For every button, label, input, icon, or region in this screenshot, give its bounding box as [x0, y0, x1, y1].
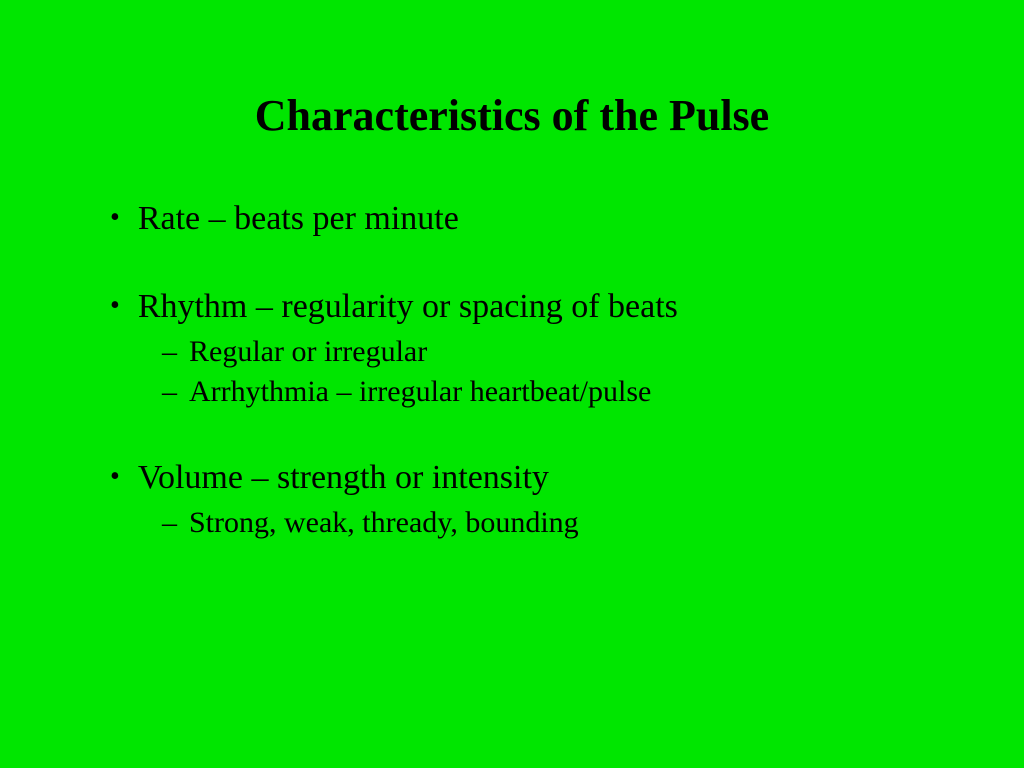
sub-marker-icon: –	[162, 503, 177, 544]
sub-item: – Arrhythmia – irregular heartbeat/pulse	[162, 372, 944, 413]
section-gap	[110, 413, 944, 455]
sub-text: Arrhythmia – irregular heartbeat/pulse	[189, 372, 651, 413]
sub-item: – Regular or irregular	[162, 332, 944, 373]
slide-title: Characteristics of the Pulse	[80, 90, 944, 141]
sub-marker-icon: –	[162, 372, 177, 413]
bullet-text: Volume – strength or intensity	[138, 455, 549, 501]
sub-marker-icon: –	[162, 332, 177, 373]
sub-text: Strong, weak, thready, bounding	[189, 503, 579, 544]
sub-text: Regular or irregular	[189, 332, 427, 373]
bullet-item: • Rate – beats per minute	[110, 196, 944, 242]
slide: Characteristics of the Pulse • Rate – be…	[0, 0, 1024, 768]
bullet-text: Rhythm – regularity or spacing of beats	[138, 284, 678, 330]
slide-content: • Rate – beats per minute • Rhythm – reg…	[80, 196, 944, 543]
sub-list: – Strong, weak, thready, bounding	[110, 503, 944, 544]
bullet-marker-icon: •	[110, 455, 120, 498]
bullet-item: • Rhythm – regularity or spacing of beat…	[110, 284, 944, 330]
bullet-marker-icon: •	[110, 284, 120, 327]
sub-item: – Strong, weak, thready, bounding	[162, 503, 944, 544]
section-gap	[110, 242, 944, 284]
bullet-text: Rate – beats per minute	[138, 196, 459, 242]
bullet-item: • Volume – strength or intensity	[110, 455, 944, 501]
sub-list: – Regular or irregular – Arrhythmia – ir…	[110, 332, 944, 413]
bullet-marker-icon: •	[110, 196, 120, 239]
